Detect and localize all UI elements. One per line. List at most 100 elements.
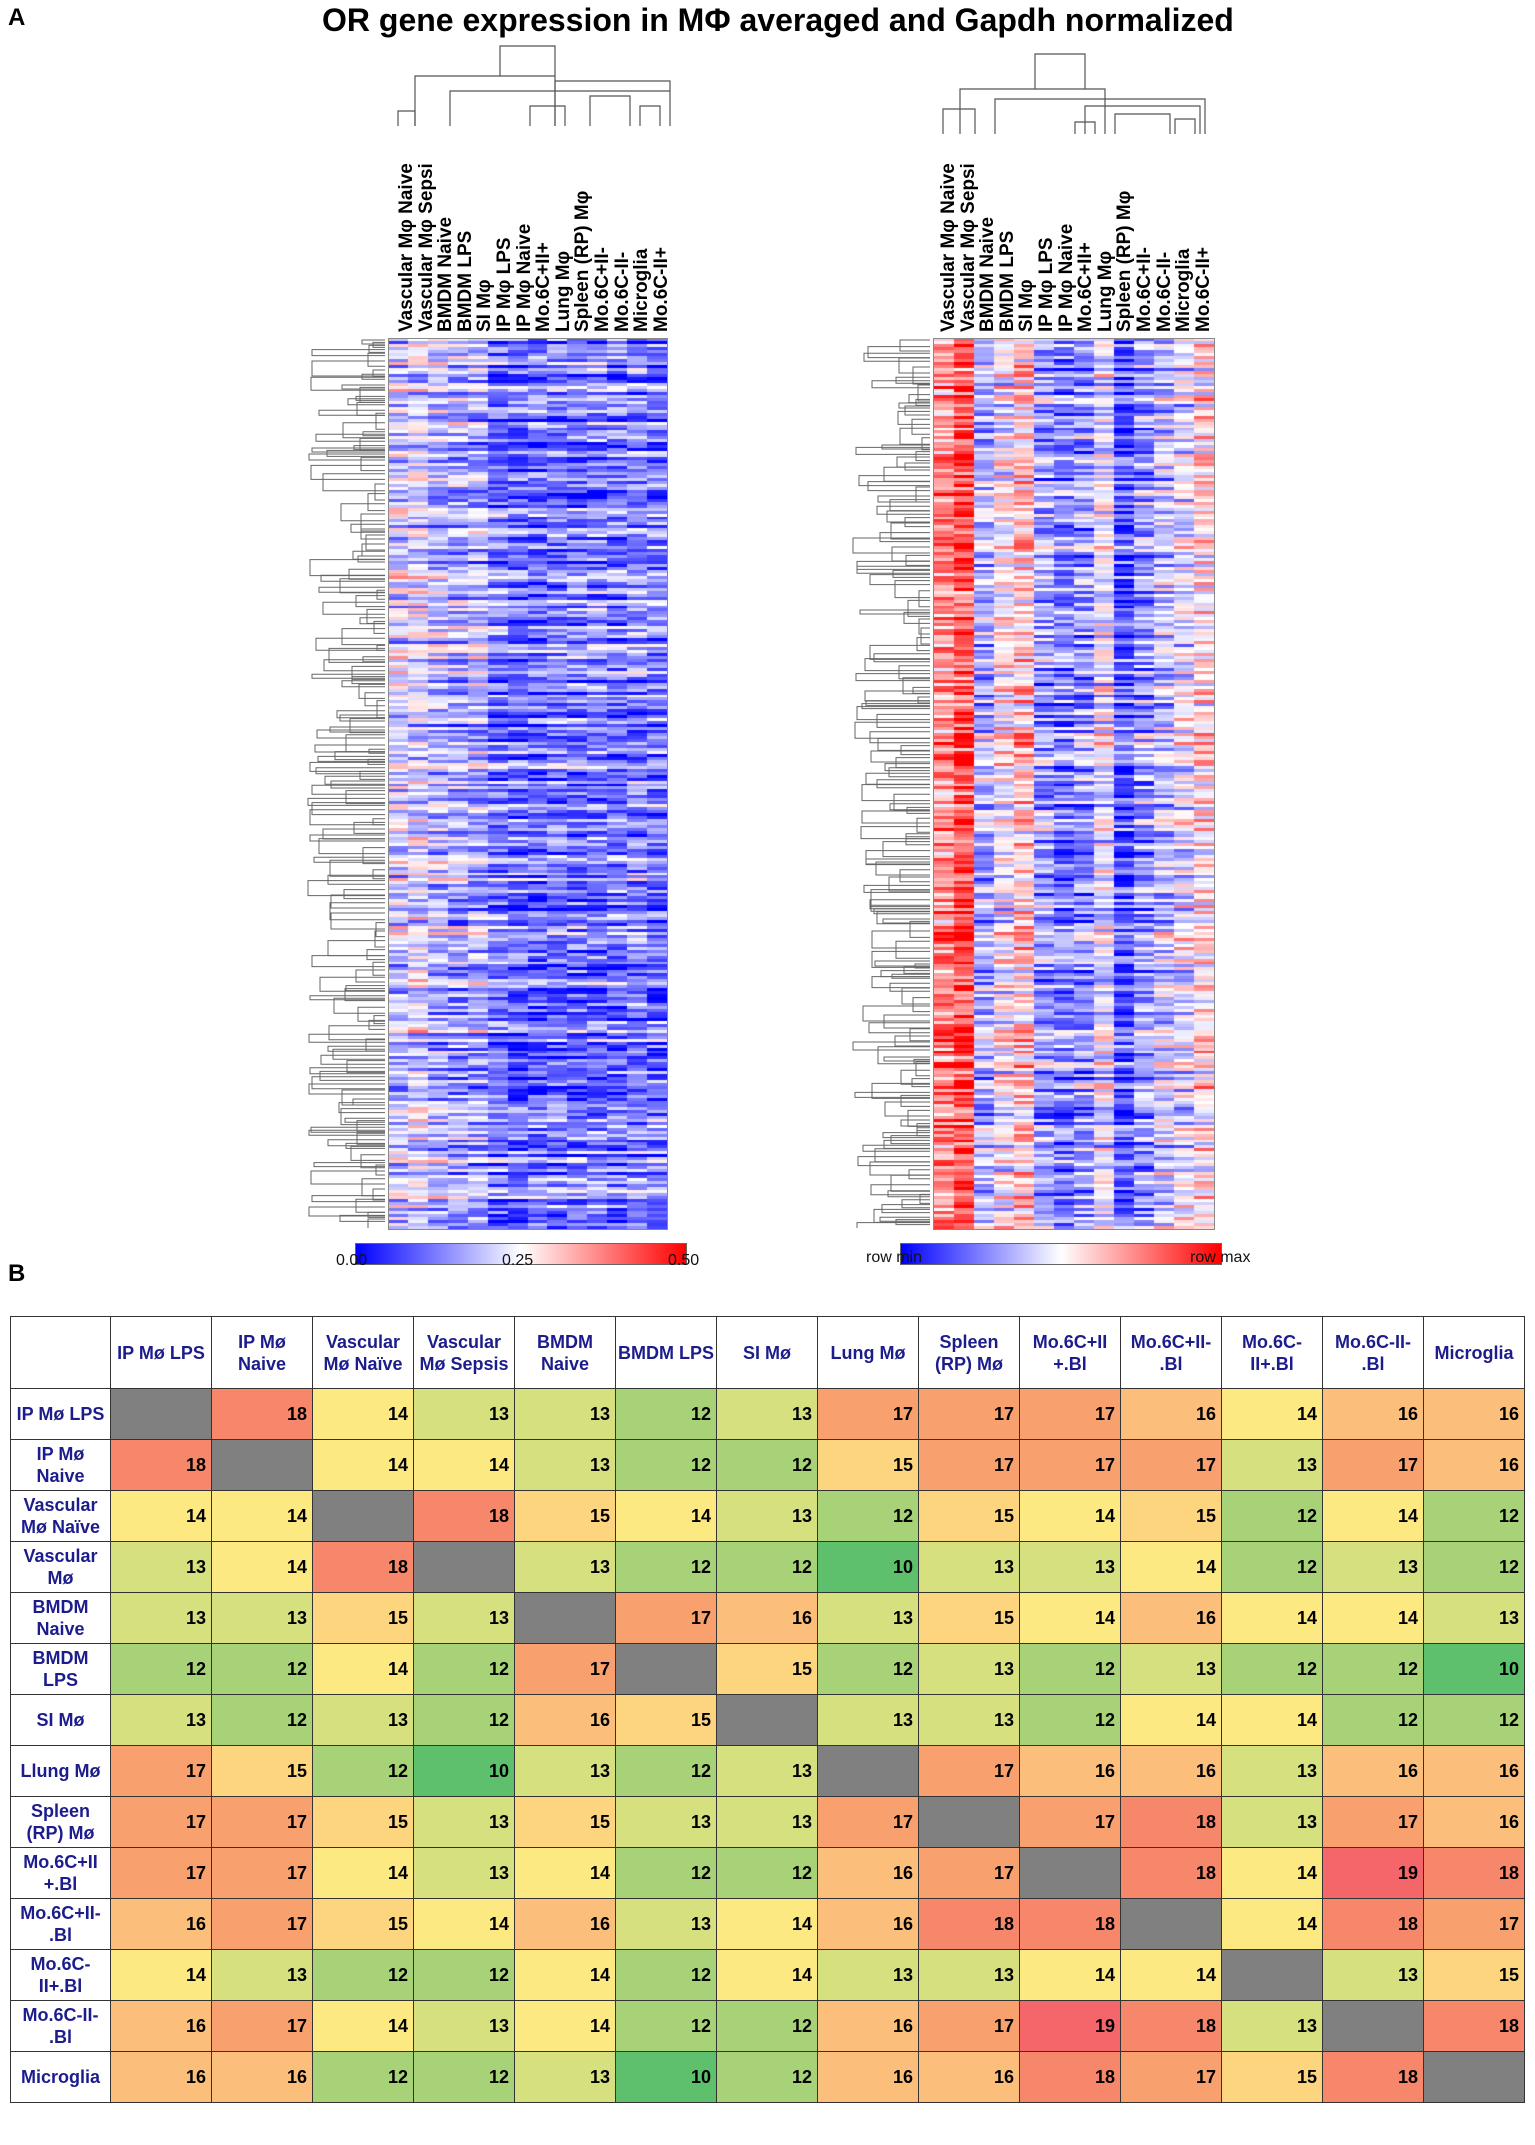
table-cell: 12 <box>817 1490 919 1542</box>
table-row-header: BMDM LPS <box>10 1643 111 1695</box>
table-column-header: Microglia <box>1423 1316 1525 1389</box>
table-cell: 18 <box>110 1439 212 1491</box>
table-cell: 16 <box>716 1592 818 1644</box>
table-cell: 13 <box>615 1898 717 1950</box>
table-cell: 13 <box>110 1592 212 1644</box>
table-cell: 15 <box>817 1439 919 1491</box>
left_heatmap-column-label: Microglia <box>631 248 653 332</box>
table-cell: 13 <box>211 1592 313 1644</box>
table-cell: 12 <box>1019 1643 1121 1695</box>
right-colorbar-min-label: row min <box>866 1249 923 1266</box>
table-cell: 17 <box>110 1796 212 1848</box>
left_heatmap-column-label: BMDM Naive <box>435 216 457 332</box>
table-cell: 13 <box>413 1796 515 1848</box>
table-cell: 17 <box>1019 1439 1121 1491</box>
table-cell: 12 <box>615 1949 717 2001</box>
table-cell: 18 <box>1322 1898 1424 1950</box>
table-cell: 15 <box>312 1592 414 1644</box>
table-cell: 18 <box>1120 1796 1222 1848</box>
table-column-header: Vascular Mø Naïve <box>312 1316 414 1389</box>
table-cell: 17 <box>1423 1898 1525 1950</box>
table-cell: 10 <box>817 1541 919 1593</box>
table-cell: 15 <box>1120 1490 1222 1542</box>
table-cell <box>514 1592 616 1644</box>
table-cell: 17 <box>918 1439 1020 1491</box>
left_heatmap-column-label: Vascular Mφ Naive <box>396 163 417 332</box>
table-cell: 17 <box>918 1847 1020 1899</box>
right_heatmap-column-label: Mo.6C-II- <box>1153 251 1175 332</box>
table-cell: 17 <box>1120 2051 1222 2103</box>
table-cell: 14 <box>312 1847 414 1899</box>
table-cell: 15 <box>514 1796 616 1848</box>
table-cell: 16 <box>1019 1745 1121 1797</box>
table-cell: 19 <box>1019 2000 1121 2052</box>
table-cell: 13 <box>1322 1541 1424 1593</box>
table-row: Mo.6C- II+.Bl 14 13 12 12 14 12 14 13 13 14 14 13 15 <box>10 1949 1525 2001</box>
table-cell: 13 <box>413 1847 515 1899</box>
table-cell: 18 <box>211 1388 313 1440</box>
table-cell: 12 <box>615 1388 717 1440</box>
right_heatmap-column-label: Mo.6C+II- <box>1134 247 1155 332</box>
table-cell: 14 <box>1221 1847 1323 1899</box>
table-cell: 10 <box>1423 1643 1525 1695</box>
right_heatmap-column-label: Mo.6C-II+ <box>1192 247 1214 332</box>
table-cell: 13 <box>817 1592 919 1644</box>
table-cell: 17 <box>211 2000 313 2052</box>
table-row: IP Mø Naive 18 14 14 13 12 12 15 17 17 17 13 17 16 <box>10 1439 1525 1491</box>
table-column-header: SI Mø <box>716 1316 818 1389</box>
table-row: BMDM Naive 13 13 15 13 17 16 13 15 14 16 14 14 13 <box>10 1592 1525 1644</box>
table-cell <box>110 1388 212 1440</box>
table-cell: 12 <box>716 2000 818 2052</box>
table-row-header: Mo.6C- II+.Bl <box>10 1949 111 2001</box>
table-cell: 12 <box>1019 1694 1121 1746</box>
table-cell: 13 <box>1221 2000 1323 2052</box>
table-cell: 16 <box>1423 1796 1525 1848</box>
table-cell: 16 <box>514 1898 616 1950</box>
table-cell: 14 <box>1019 1592 1121 1644</box>
table-cell: 19 <box>1322 1847 1424 1899</box>
table-cell: 16 <box>1322 1745 1424 1797</box>
table-cell: 13 <box>1120 1643 1222 1695</box>
table-cell: 17 <box>211 1796 313 1848</box>
table-column-header: BMDM Naive <box>514 1316 616 1389</box>
right-row-dendrogram <box>852 339 930 1228</box>
panel-b-label: B <box>8 1260 26 1287</box>
table-cell: 12 <box>211 1643 313 1695</box>
table-cell: 17 <box>110 1745 212 1797</box>
table-cell: 14 <box>312 2000 414 2052</box>
table-row: Vascular Mø Naïve 14 14 18 15 14 13 12 15 14 15 12 1… <box>10 1490 1525 1542</box>
table-cell: 15 <box>312 1796 414 1848</box>
table-cell: 13 <box>413 1592 515 1644</box>
right_heatmap-column-label: IP Mφ Naive <box>1055 223 1077 332</box>
table-cell: 14 <box>312 1388 414 1440</box>
table-row-header: Spleen (RP) Mø <box>10 1796 111 1848</box>
left_heatmap-column-label: Mo.6C-II+ <box>650 247 672 332</box>
table-cell: 12 <box>413 1643 515 1695</box>
table-cell: 13 <box>817 1694 919 1746</box>
table-row: BMDM LPS 12 12 14 12 17 15 12 13 12 13 12 12 10 <box>10 1643 1525 1695</box>
table-row: IP Mø LPS 18 14 13 13 12 13 17 17 17 16 14 16 16 <box>10 1388 1525 1440</box>
table-cell: 17 <box>211 1847 313 1899</box>
table-cell: 17 <box>211 1898 313 1950</box>
table-cell: 14 <box>716 1898 818 1950</box>
table-cell: 13 <box>716 1745 818 1797</box>
table-cell: 14 <box>1019 1949 1121 2001</box>
table-row-header: Llung Mø <box>10 1745 111 1797</box>
table-cell: 12 <box>1423 1541 1525 1593</box>
table-cell: 15 <box>312 1898 414 1950</box>
table-cell: 15 <box>716 1643 818 1695</box>
table-cell: 17 <box>918 2000 1020 2052</box>
table-cell: 12 <box>1221 1541 1323 1593</box>
table-cell: 14 <box>413 1439 515 1491</box>
table-cell: 12 <box>615 1439 717 1491</box>
table-row-header: Vascular Mø <box>10 1541 111 1593</box>
table-cell: 13 <box>918 1643 1020 1695</box>
table-cell: 16 <box>211 2051 313 2103</box>
table-row: Mo.6C-II- .Bl 16 17 14 13 14 12 12 16 17 19 18 13 18 <box>10 2000 1525 2052</box>
table-cell: 14 <box>312 1643 414 1695</box>
table-row-header: Mo.6C-II- .Bl <box>10 2000 111 2052</box>
table-cell <box>1120 1898 1222 1950</box>
table-cell: 12 <box>312 2051 414 2103</box>
figure-title: OR gene expression in MΦ averaged and Ga… <box>322 2 1234 38</box>
table-cell: 18 <box>413 1490 515 1542</box>
